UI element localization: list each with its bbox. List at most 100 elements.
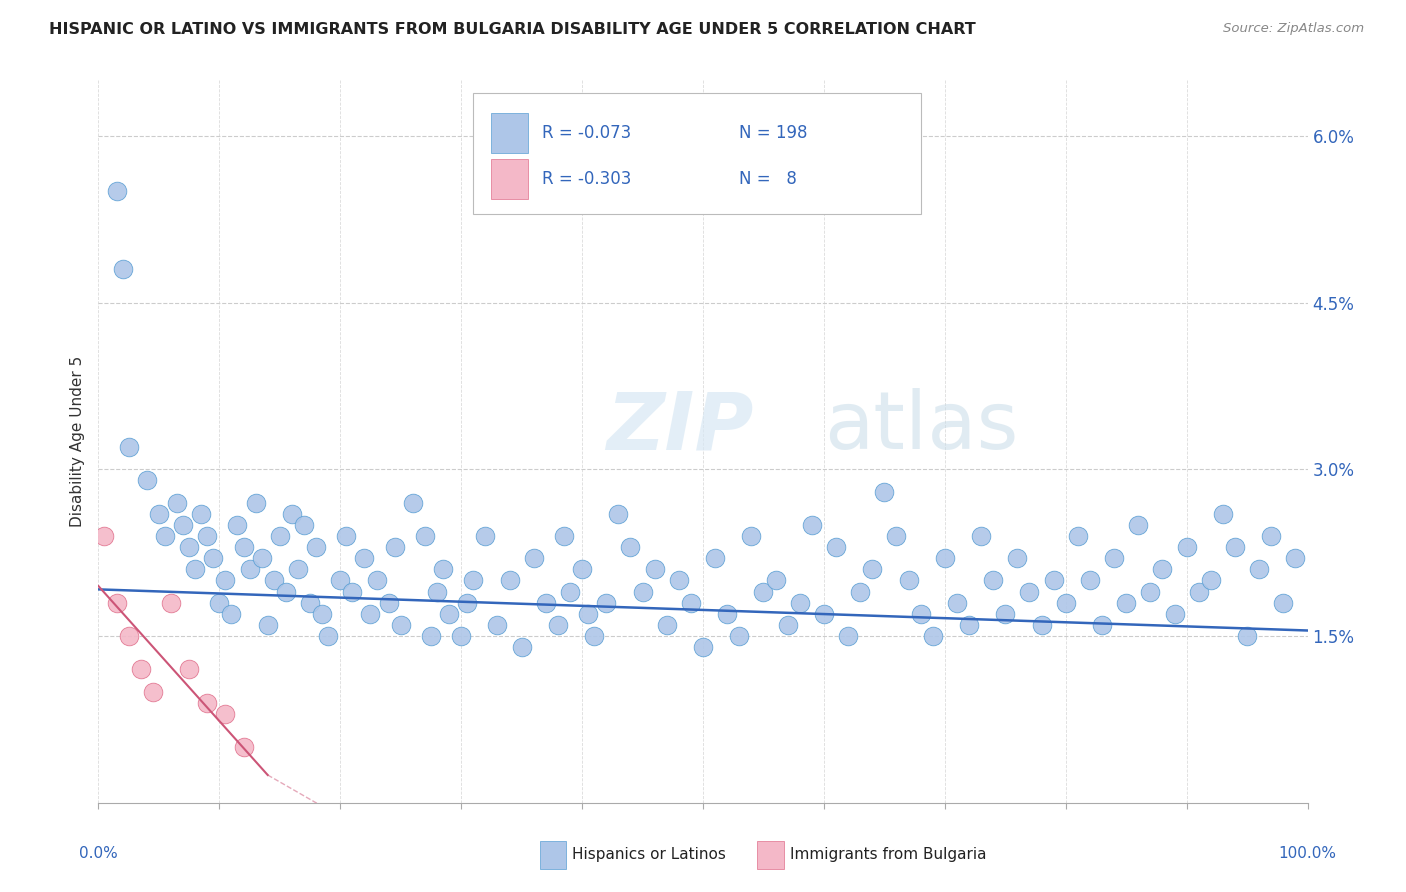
Point [1102,551,1125,566]
Point [534,596,557,610]
Point [583,629,606,643]
Point [934,551,956,566]
Point [1152,562,1174,576]
Point [957,618,980,632]
Point [576,607,599,621]
Point [1284,551,1306,566]
Point [353,551,375,566]
Point [825,540,848,554]
Point [226,517,249,532]
Point [740,529,762,543]
Point [202,551,225,566]
Point [195,696,218,710]
Point [384,540,406,554]
Point [498,574,520,588]
Point [886,529,908,543]
Point [1115,596,1137,610]
Text: R = -0.303: R = -0.303 [543,170,631,188]
Point [1175,540,1198,554]
Point [426,584,449,599]
Point [360,607,382,621]
Point [160,596,183,610]
Point [631,584,654,599]
Text: N =   8: N = 8 [740,170,797,188]
Point [179,662,201,676]
Point [316,629,339,643]
Text: Immigrants from Bulgaria: Immigrants from Bulgaria [790,847,987,863]
Point [329,574,352,588]
Point [366,574,388,588]
Point [413,529,436,543]
Point [239,562,262,576]
Y-axis label: Disability Age Under 5: Disability Age Under 5 [69,356,84,527]
Point [389,618,412,632]
Point [456,596,478,610]
Point [166,496,188,510]
Point [184,562,207,576]
Point [335,529,357,543]
Point [1249,562,1271,576]
Point [704,551,727,566]
Point [437,607,460,621]
Point [1188,584,1211,599]
Point [1212,507,1234,521]
Point [813,607,835,621]
Point [849,584,872,599]
Point [897,574,920,588]
Point [547,618,569,632]
Point [195,529,218,543]
Point [837,629,859,643]
Bar [492,113,527,153]
Point [1018,584,1040,599]
Point [208,596,231,610]
Point [800,517,823,532]
Point [111,262,134,277]
Point [1260,529,1282,543]
Point [970,529,993,543]
Text: R = -0.073: R = -0.073 [543,124,631,142]
Point [1272,596,1295,610]
Point [287,562,309,576]
Point [463,574,485,588]
Text: 0.0%: 0.0% [79,847,118,861]
Point [789,596,811,610]
Point [1223,540,1246,554]
Point [1128,517,1150,532]
Point [232,740,254,755]
Point [1007,551,1029,566]
Point [105,596,128,610]
Text: HISPANIC OR LATINO VS IMMIGRANTS FROM BULGARIA DISABILITY AGE UNDER 5 CORRELATIO: HISPANIC OR LATINO VS IMMIGRANTS FROM BU… [49,22,976,37]
Point [256,618,278,632]
Text: Source: ZipAtlas.com: Source: ZipAtlas.com [1223,22,1364,36]
Point [523,551,546,566]
Point [486,618,509,632]
Point [1031,618,1053,632]
Point [148,507,170,521]
Point [153,529,176,543]
Point [510,640,533,655]
Point [994,607,1017,621]
Point [607,507,630,521]
Point [981,574,1004,588]
Text: ZIP: ZIP [606,388,754,467]
Point [644,562,666,576]
Point [245,496,267,510]
Text: atlas: atlas [824,388,1018,467]
Point [118,440,141,454]
Point [752,584,775,599]
Point [1054,596,1077,610]
Point [232,540,254,554]
Point [595,596,617,610]
Point [305,540,328,554]
Bar [540,841,567,869]
Point [450,629,472,643]
Point [172,517,194,532]
Point [299,596,322,610]
Point [214,706,236,721]
Point [93,529,115,543]
Point [728,629,751,643]
Point [214,574,236,588]
Point [910,607,932,621]
Point [873,484,896,499]
Point [474,529,496,543]
